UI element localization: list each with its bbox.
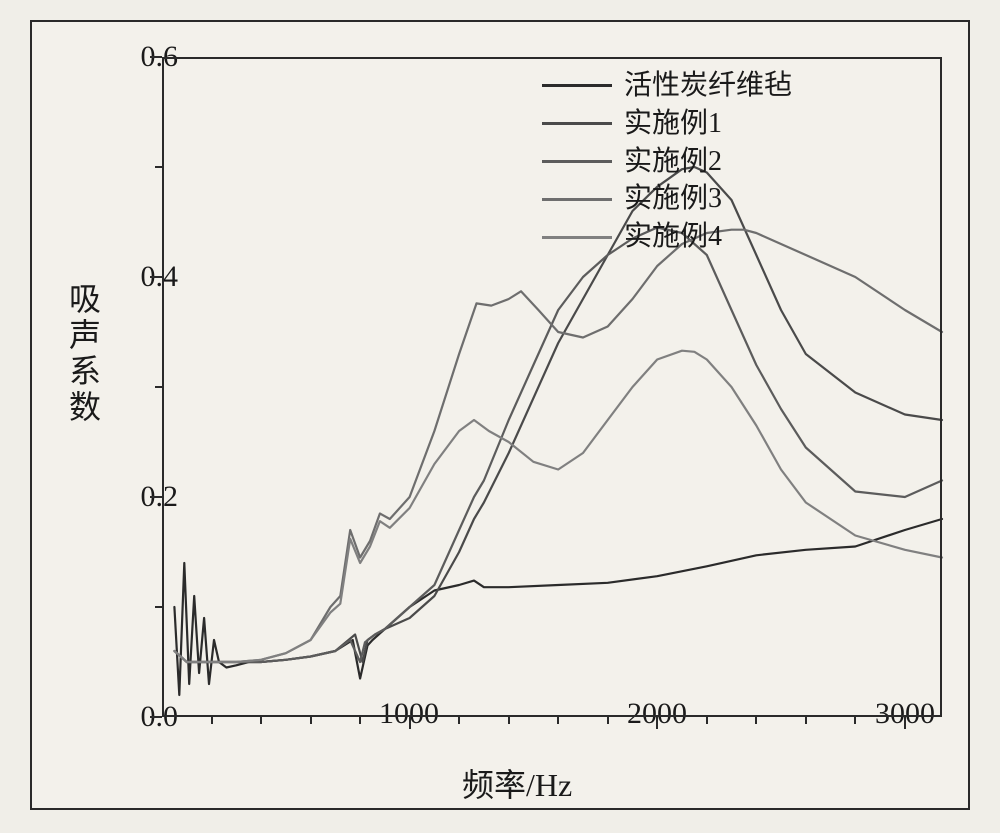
legend-label: 实施例2 [624,143,722,181]
plot-area: 活性炭纤维毡 实施例1 实施例2 实施例3 实施例4 [162,57,942,717]
y-axis-label: 吸声系数 [60,282,106,426]
legend-item: 实施例1 [542,105,792,143]
legend-label: 实施例1 [624,105,722,143]
legend-item: 实施例4 [542,218,792,256]
legend-item: 活性炭纤维毡 [542,67,792,105]
legend-line-icon [542,236,612,239]
series-line [174,519,942,695]
series-line [174,351,942,662]
series-line [174,230,942,662]
legend-item: 实施例3 [542,180,792,218]
x-axis-label: 频率/Hz [462,760,572,806]
legend-line-icon [542,198,612,201]
legend: 活性炭纤维毡 实施例1 实施例2 实施例3 实施例4 [542,67,792,256]
legend-line-icon [542,122,612,125]
legend-label: 实施例3 [624,180,722,218]
legend-line-icon [542,84,612,87]
legend-label: 活性炭纤维毡 [624,67,792,105]
legend-label: 实施例4 [624,218,722,256]
legend-line-icon [542,160,612,163]
legend-item: 实施例2 [542,143,792,181]
series-line [174,228,942,663]
chart-container: 吸声系数 频率/Hz 0.0 0.2 0.4 0.6 1000 2000 300… [30,20,970,810]
page-root: 吸声系数 频率/Hz 0.0 0.2 0.4 0.6 1000 2000 300… [0,0,1000,833]
